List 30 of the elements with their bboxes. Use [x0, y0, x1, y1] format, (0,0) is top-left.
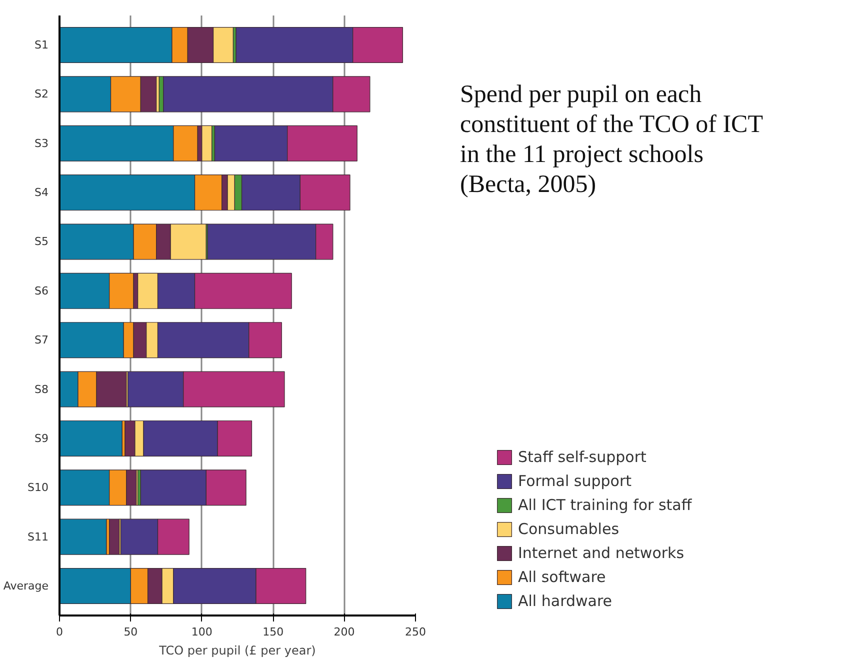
bar — [202, 125, 212, 162]
y-tick-label: S11 — [28, 530, 49, 544]
x-tick-label: 200 — [334, 626, 355, 638]
x-tick-label: 250 — [405, 626, 426, 638]
y-tick-label: S10 — [28, 481, 49, 494]
y-tick-label: S9 — [34, 432, 49, 445]
y-tick-label: S8 — [34, 382, 49, 396]
legend-label: Formal support — [518, 472, 632, 490]
legend-label: Internet and networks — [518, 544, 684, 562]
text: Spend per pupil on each constituent of the TCO of ICT in the 11 project schools (Becta, 2005) — [460, 80, 763, 200]
legend-label: Consumables — [518, 520, 620, 538]
x-tick-label: 150 — [262, 626, 284, 638]
y-tick-label: S3 — [34, 136, 49, 150]
y-tick-label: S4 — [34, 186, 49, 200]
bar — [60, 518, 107, 555]
y-tick-label: Average — [3, 579, 49, 592]
y-tick-label: S6 — [34, 284, 49, 298]
legend-label: All ICT training for staff — [518, 496, 692, 514]
x-tick-label: 100 — [191, 626, 212, 638]
bar — [60, 420, 122, 456]
y-tick-label: S2 — [34, 88, 49, 101]
legend-label: Staff self-support — [518, 448, 646, 466]
y-tick-label: S7 — [34, 334, 49, 347]
x-tick-label: 50 — [124, 626, 138, 638]
legend-label: All hardware — [518, 592, 612, 610]
x-axis-title: TCO per pupil (£ per year) — [158, 644, 316, 658]
x-tick-label: 0 — [56, 626, 63, 638]
y-tick-label: S1 — [34, 38, 49, 52]
y-tick-label: S5 — [34, 235, 49, 248]
legend-label: All software — [518, 568, 606, 586]
